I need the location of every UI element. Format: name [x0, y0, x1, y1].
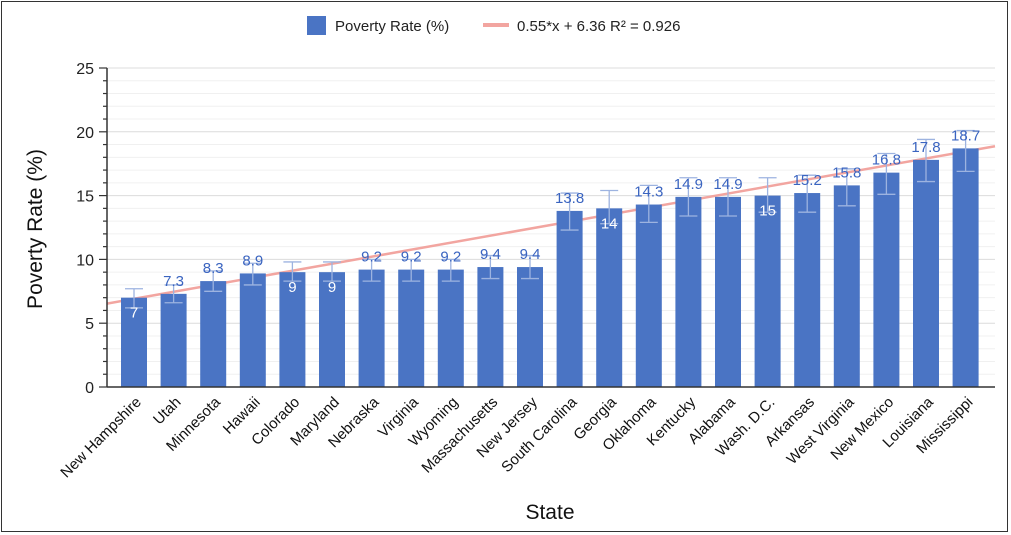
y-tick-label: 25 [76, 61, 94, 78]
y-tick-label: 5 [85, 316, 94, 333]
legend: Poverty Rate (%) 0.55*x + 6.36 R² = 0.92… [307, 16, 680, 35]
bar-nebraska [358, 269, 385, 387]
bar-south-carolina [556, 210, 583, 387]
x-axis-title: State [525, 501, 574, 524]
legend-label-trendline: 0.55*x + 6.36 R² = 0.926 [517, 18, 680, 35]
data-label: 7.3 [163, 273, 184, 290]
bar-wash-d-c- [754, 195, 781, 387]
y-axis-title: Poverty Rate (%) [24, 149, 47, 309]
data-label: 9 [328, 279, 336, 296]
data-label: 7 [130, 305, 138, 322]
bar-virginia [398, 269, 425, 387]
bar-hawaii [239, 273, 266, 387]
bar-utah [160, 293, 187, 387]
data-label: 18.7 [951, 127, 980, 144]
data-label: 15.2 [793, 172, 822, 189]
bar-alabama [715, 196, 741, 387]
data-label: 9.2 [401, 249, 422, 266]
data-label: 9.2 [440, 249, 461, 266]
data-label: 8.9 [242, 252, 263, 269]
bar-new-jersey [517, 267, 543, 387]
bars-layer [121, 148, 979, 387]
x-tick-label: Utah [150, 394, 184, 428]
bar-oklahoma [635, 204, 662, 387]
data-label: 14.9 [674, 176, 703, 193]
bar-massachusetts [477, 267, 504, 387]
bar-wyoming [437, 269, 464, 387]
bar-new-hampshire [121, 297, 147, 387]
bar-georgia [596, 208, 623, 387]
y-tick-label: 10 [76, 252, 94, 269]
data-labels-layer: 7 7.3 8.3 8.9 9 9 9.2 9.2 9.2 9.4 9.4 13.8 14 14.3 14.… [130, 127, 980, 321]
data-label: 9 [288, 279, 296, 296]
bar-arkansas [794, 193, 821, 387]
data-label: 16.8 [872, 152, 901, 169]
data-label: 15 [759, 203, 776, 220]
bar-kentucky [675, 196, 702, 387]
data-label: 8.3 [203, 260, 224, 277]
bar-new-mexico [873, 172, 900, 387]
bar-maryland [319, 272, 345, 387]
bar-minnesota [200, 281, 227, 387]
bar-mississippi [952, 148, 979, 387]
bar-colorado [279, 272, 306, 387]
data-label: 14 [601, 215, 618, 232]
data-label: 14.3 [634, 184, 663, 201]
y-tick-label: 20 [76, 125, 94, 142]
data-label: 9.2 [361, 249, 382, 266]
bar-louisiana [913, 159, 939, 387]
x-tick-label: New Hampshire [57, 394, 144, 481]
y-tick-label: 0 [85, 380, 94, 397]
data-label: 14.9 [713, 176, 742, 193]
y-tick-label: 15 [76, 189, 94, 206]
error-bars-layer [125, 129, 975, 309]
data-label: 17.8 [911, 139, 940, 156]
data-label: 9.4 [520, 246, 541, 263]
data-label: 13.8 [555, 190, 584, 207]
bar-west-virginia [833, 185, 860, 387]
legend-label-bars: Poverty Rate (%) [335, 18, 449, 35]
data-label: 9.4 [480, 246, 501, 263]
legend-swatch-bars [307, 16, 326, 35]
data-label: 15.8 [832, 164, 861, 181]
